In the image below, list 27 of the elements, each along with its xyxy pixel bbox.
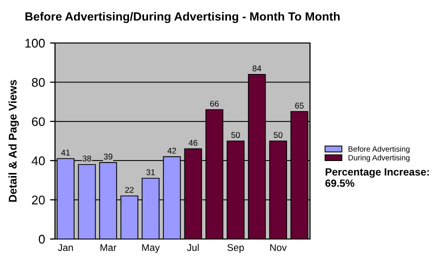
x-tick-label: Nov bbox=[270, 244, 287, 251]
y-axis-title: Detail & Ad Page Views bbox=[8, 80, 19, 202]
data-label: 39 bbox=[104, 154, 112, 160]
data-label: 65 bbox=[295, 102, 304, 109]
data-label: 46 bbox=[188, 140, 198, 146]
data-label: 50 bbox=[274, 132, 282, 138]
data-label: 50 bbox=[231, 132, 240, 138]
data-label: 66 bbox=[210, 100, 219, 107]
x-tick-label: May bbox=[142, 244, 160, 253]
y-tick-label: 80 bbox=[32, 78, 45, 87]
x-tick-label: Sep bbox=[227, 244, 244, 253]
x-tick-label: Jul bbox=[187, 244, 199, 251]
y-tick-label: 100 bbox=[25, 38, 45, 48]
text: Percentage Increase: 69.5% bbox=[325, 168, 429, 187]
y-tick-label: 20 bbox=[32, 196, 45, 204]
x-tick-label: Mar bbox=[100, 244, 116, 251]
data-label: 38 bbox=[82, 156, 92, 162]
y-tick-label: 60 bbox=[32, 117, 45, 126]
chart-title: Before Advertising/During Advertising - Month To Month bbox=[25, 12, 340, 24]
data-label: 41 bbox=[61, 150, 70, 156]
data-label: 84 bbox=[252, 65, 262, 72]
x-tick-label: Jan bbox=[58, 244, 73, 251]
y-tick-label: 0 bbox=[38, 234, 45, 244]
data-label: 31 bbox=[146, 169, 155, 176]
y-tick-label: 40 bbox=[32, 156, 45, 166]
data-label: 42 bbox=[167, 148, 176, 154]
data-label: 22 bbox=[125, 186, 134, 193]
